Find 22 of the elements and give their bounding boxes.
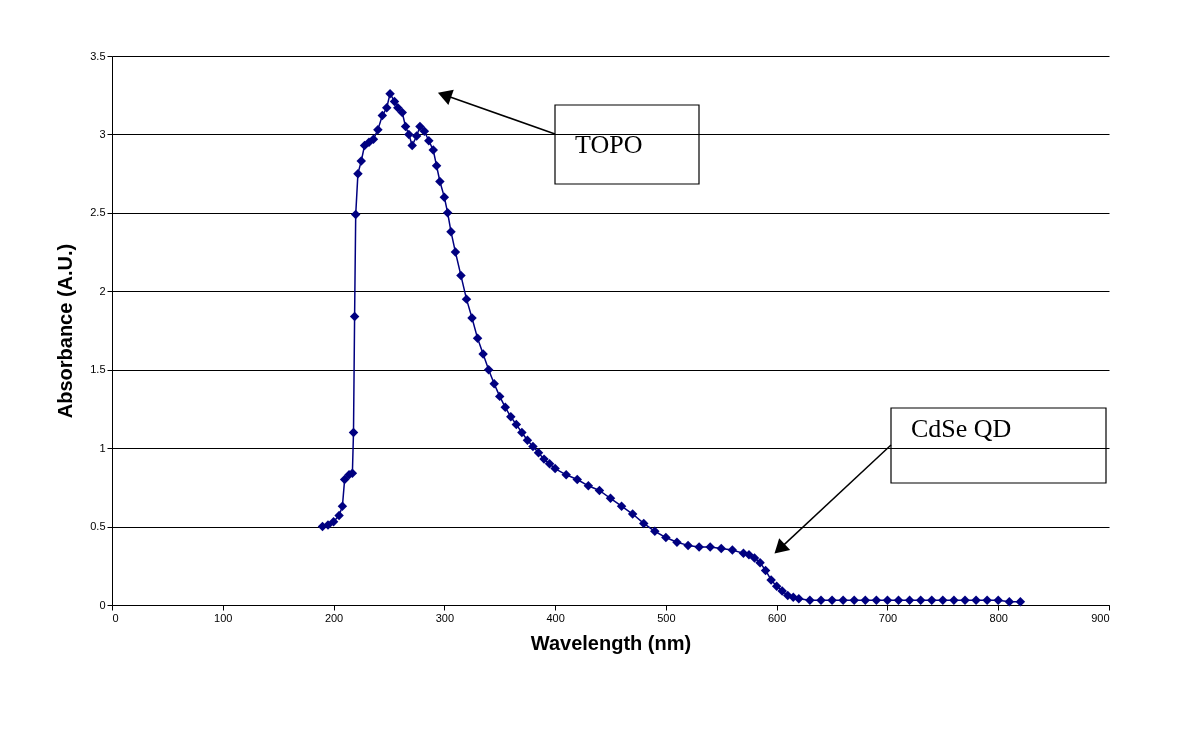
x-tick-label: 700 — [878, 611, 898, 624]
y-tick-label: 3.5 — [90, 49, 106, 62]
x-tick-label: 500 — [657, 611, 676, 624]
x-tick-label: 300 — [435, 611, 455, 624]
x-axis-title: Wavelength (nm) — [530, 631, 692, 654]
y-tick-label: 2 — [99, 284, 106, 297]
annotation: CdSe QD — [911, 414, 1012, 443]
y-tick-label: 2.5 — [90, 206, 106, 219]
annotation: TOPO — [575, 129, 643, 159]
x-tick-label: 100 — [214, 611, 233, 624]
y-tick-label: 0 — [99, 598, 106, 611]
y-tick-label: 1.5 — [90, 363, 106, 376]
y-axis-title: Absorbance (A.U.) — [54, 243, 77, 419]
x-tick-label: 0 — [112, 611, 119, 624]
x-tick-label: 800 — [989, 611, 1008, 624]
x-tick-label: 600 — [767, 611, 787, 624]
y-tick-label: 0.5 — [90, 520, 106, 533]
x-tick-label: 200 — [324, 611, 344, 624]
y-tick-label: 3 — [99, 127, 106, 140]
x-tick-label: 400 — [546, 611, 565, 624]
y-tick-label: 1 — [99, 441, 106, 454]
x-tick-label: 900 — [1091, 611, 1110, 624]
